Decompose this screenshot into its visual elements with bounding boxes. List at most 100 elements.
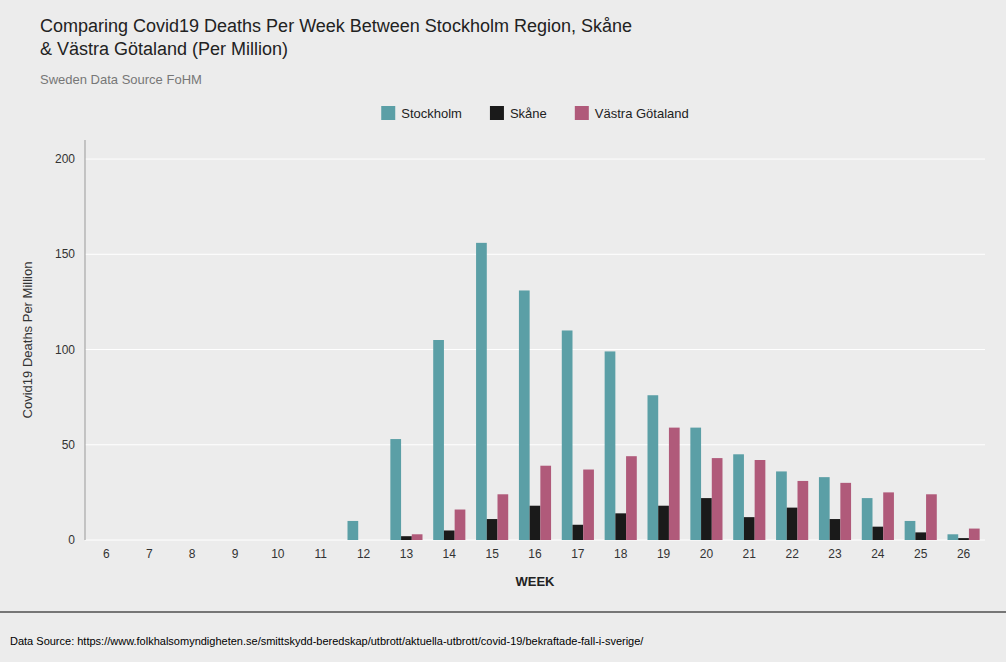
x-tick-label: 21 [743, 547, 757, 561]
bars [348, 243, 980, 540]
bar [915, 532, 926, 540]
bar [476, 243, 487, 540]
bar [958, 538, 969, 540]
bar [326, 540, 337, 541]
x-tick-label: 24 [871, 547, 885, 561]
bar [733, 454, 744, 540]
bar [573, 525, 584, 540]
bar [948, 534, 959, 540]
bar [498, 494, 509, 540]
bar [798, 481, 809, 540]
bar [712, 458, 723, 540]
bar [562, 330, 573, 540]
y-axis-label: Covid19 Deaths Per Million [20, 262, 35, 419]
x-tick-label: 10 [271, 547, 285, 561]
bar [776, 471, 787, 540]
bar [433, 340, 444, 540]
bar [455, 510, 466, 540]
legend-label: Skåne [510, 106, 547, 121]
x-tick-label: 11 [314, 547, 327, 561]
x-tick-label: 6 [103, 547, 110, 561]
bar [905, 521, 916, 540]
x-tick-label: 13 [400, 547, 414, 561]
legend: Stockholm Skåne Västra Götaland [381, 106, 689, 121]
bar [648, 395, 659, 540]
bar [605, 351, 616, 540]
bar [626, 456, 637, 540]
bar [540, 466, 551, 540]
x-tick-label: 16 [528, 547, 542, 561]
bar [530, 506, 541, 540]
bar [90, 540, 101, 541]
bar [240, 540, 251, 541]
bar [144, 540, 155, 541]
bar [262, 540, 273, 541]
background [0, 0, 1006, 662]
bar [755, 460, 766, 540]
subtitle: Sweden Data Source FoHM [40, 72, 202, 87]
bar [315, 540, 326, 541]
bar [133, 540, 144, 541]
bar [283, 540, 294, 541]
bar [348, 521, 359, 540]
x-axis-label: WEEK [516, 574, 556, 589]
y-tick-label: 100 [55, 343, 75, 357]
y-tick-label: 0 [68, 533, 75, 547]
bar [273, 540, 284, 541]
bar [787, 508, 798, 540]
x-tick-label: 14 [443, 547, 457, 561]
bar [230, 540, 241, 541]
footer-rule [0, 612, 1006, 613]
x-tick-label: 15 [485, 547, 499, 561]
legend-swatch [381, 106, 395, 120]
bar [219, 540, 230, 541]
bar [819, 477, 830, 540]
bar [583, 470, 594, 540]
x-tick-label: 18 [614, 547, 628, 561]
legend-item: Skåne [490, 106, 547, 121]
chart: Comparing Covid19 Deaths Per Week Betwee… [0, 0, 1006, 662]
bar [840, 483, 851, 540]
bar [701, 498, 712, 540]
bar [926, 494, 937, 540]
legend-item: Västra Götaland [575, 106, 689, 121]
bar [744, 517, 755, 540]
legend-swatch [575, 106, 589, 120]
x-tick-label: 12 [357, 547, 371, 561]
grid-line [85, 254, 985, 255]
bar [658, 506, 669, 540]
bar [862, 498, 873, 540]
legend-swatch [490, 106, 504, 120]
legend-label: Stockholm [401, 106, 462, 121]
x-tick-label: 26 [957, 547, 971, 561]
bar [101, 540, 112, 541]
bar [873, 527, 884, 540]
bar [519, 290, 530, 540]
y-tick-label: 150 [55, 247, 75, 261]
bar [690, 428, 701, 540]
grid-line [85, 444, 985, 445]
grid-line [85, 349, 985, 350]
bar [412, 534, 423, 540]
title: Comparing Covid19 Deaths Per Week Betwee… [40, 16, 632, 59]
bar [615, 513, 626, 540]
bar [444, 530, 455, 540]
bar [369, 540, 380, 541]
bar [487, 519, 498, 540]
bar [176, 540, 187, 541]
y-axis-line [85, 140, 86, 540]
x-tick-label: 8 [189, 547, 196, 561]
bar [669, 428, 680, 540]
legend-label: Västra Götaland [595, 106, 689, 121]
x-tick-label: 17 [571, 547, 585, 561]
bar [401, 536, 412, 540]
bar [198, 540, 209, 541]
x-tick-label: 25 [914, 547, 928, 561]
x-tick-label: 23 [828, 547, 842, 561]
bar [883, 492, 894, 540]
x-tick-label: 22 [785, 547, 799, 561]
bar [155, 540, 166, 541]
bar [305, 540, 316, 541]
y-tick-label: 50 [62, 438, 76, 452]
y-tick-label: 200 [55, 152, 75, 166]
